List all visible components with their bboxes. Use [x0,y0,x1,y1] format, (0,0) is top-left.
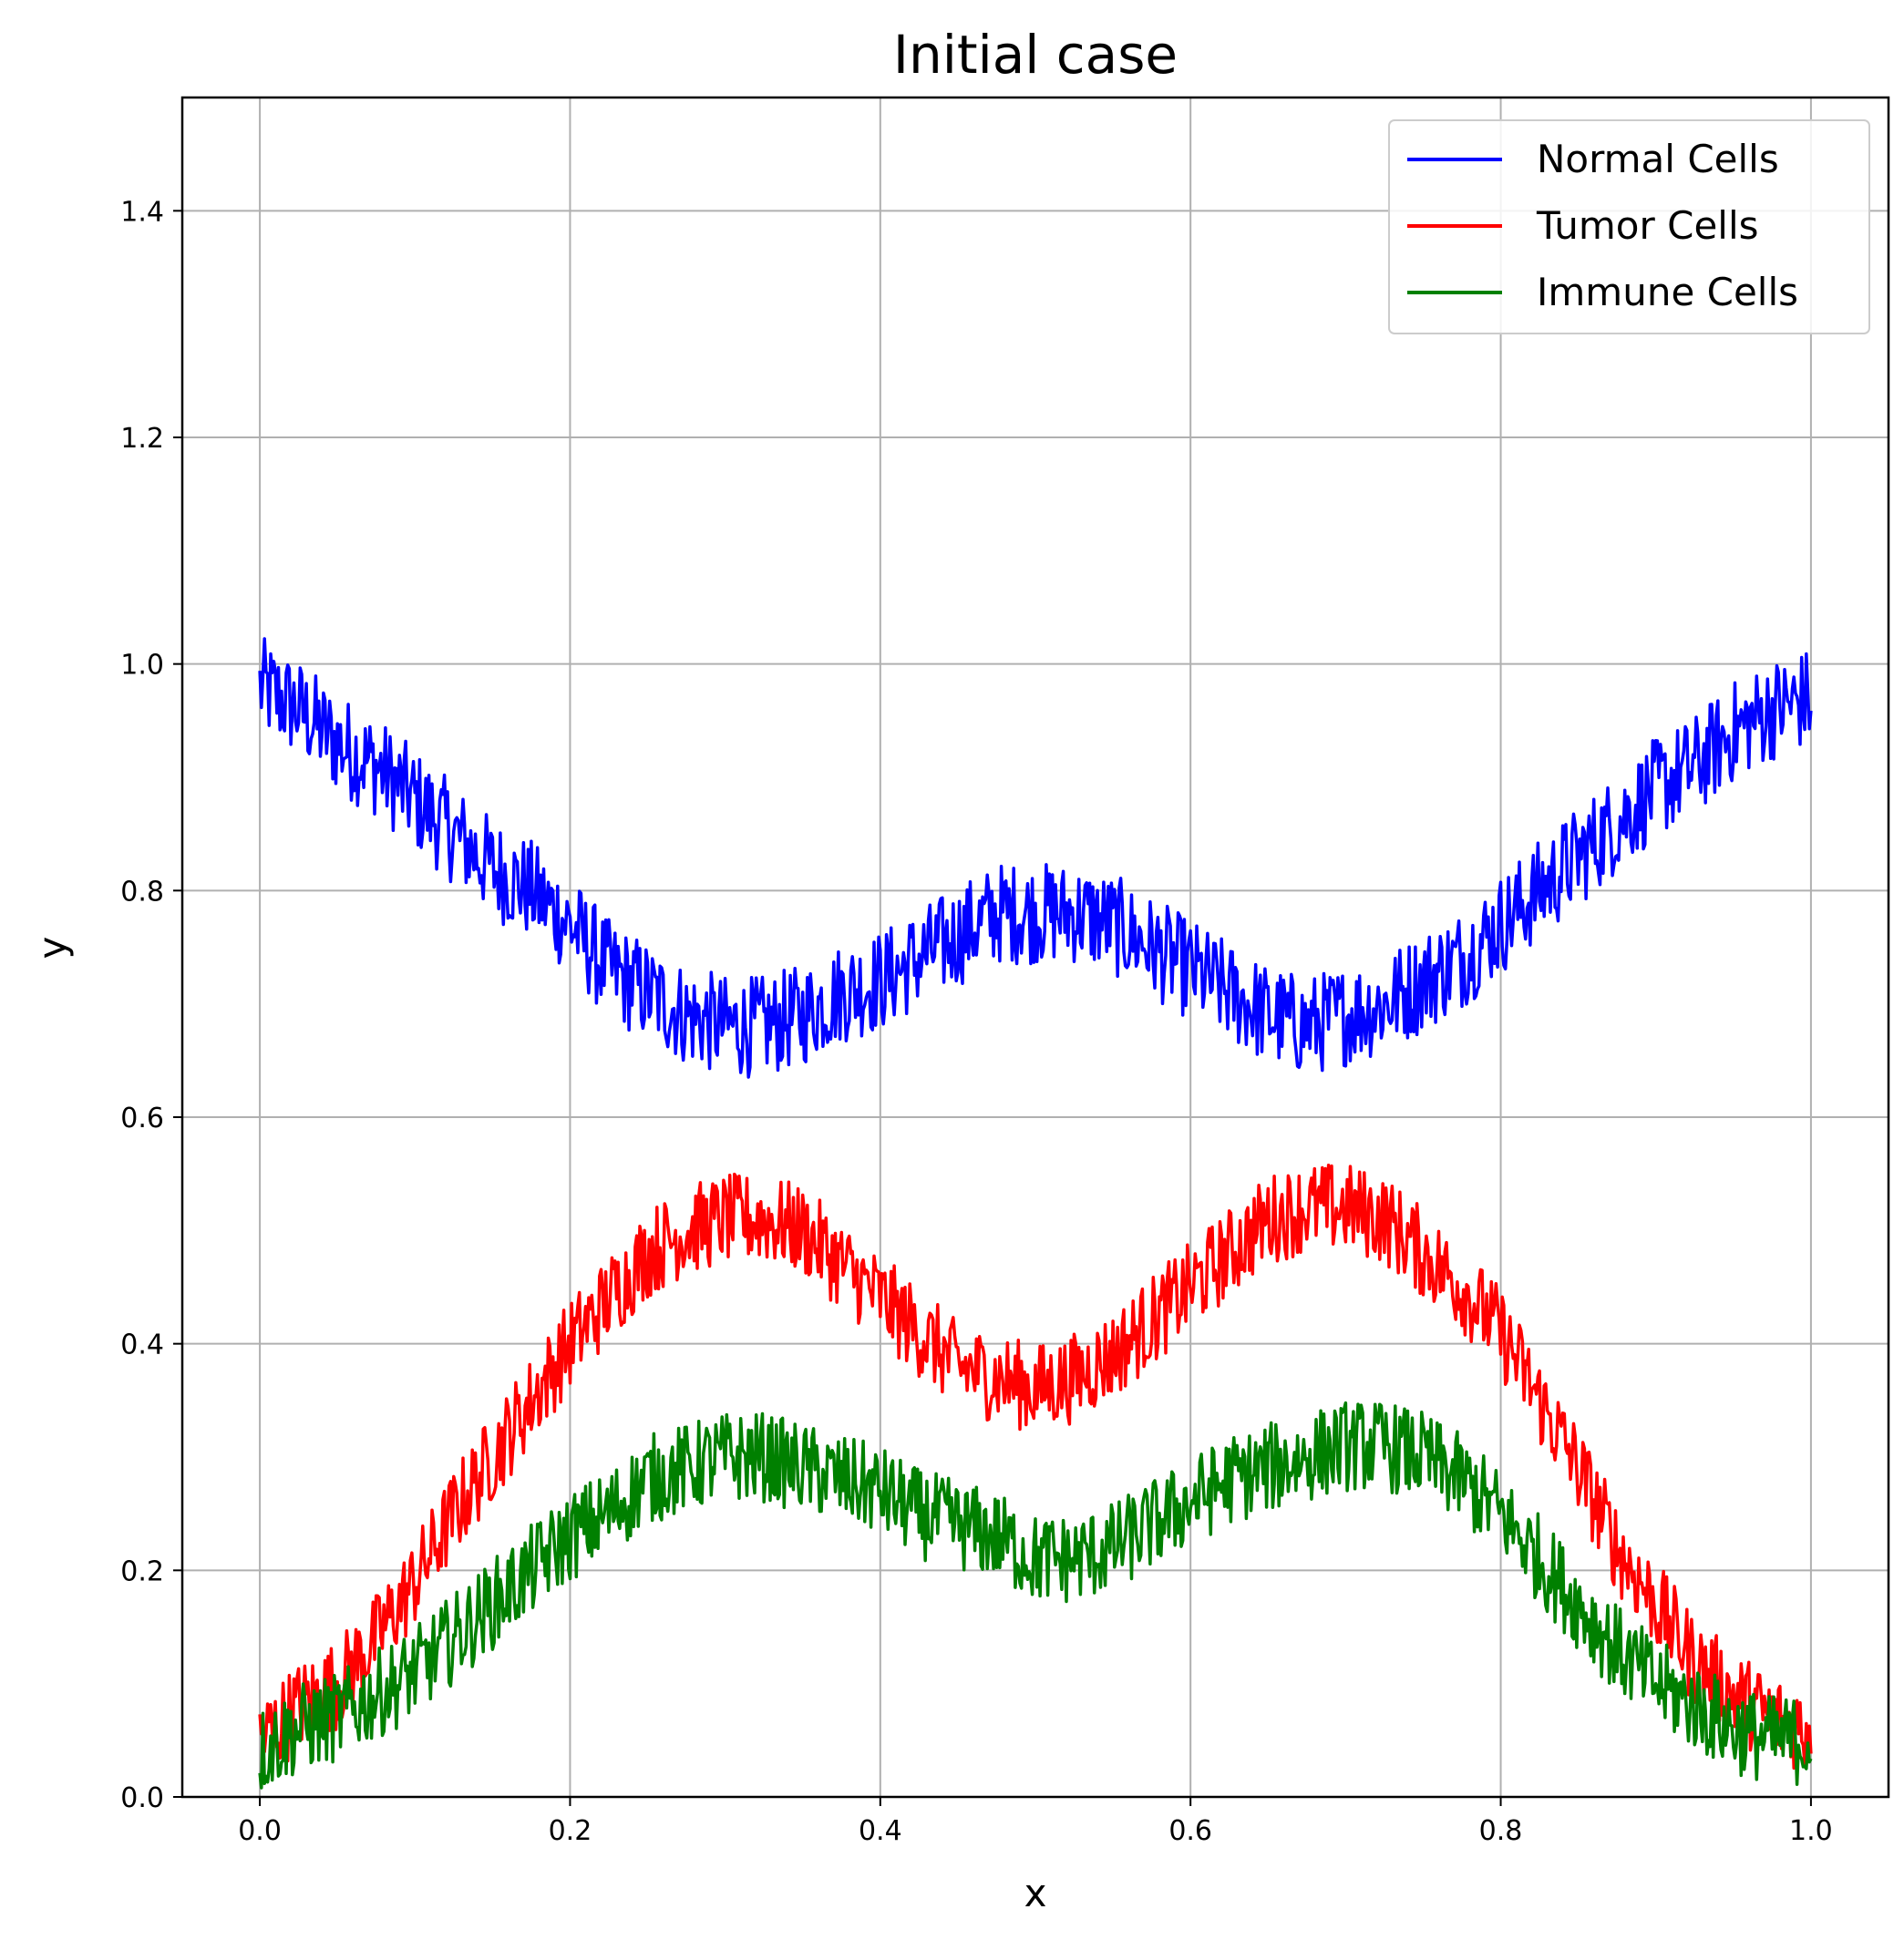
legend-label-normal: Normal Cells [1537,137,1779,181]
axes-frame [180,96,1890,1799]
y-tick-label: 1.4 [120,196,164,228]
series-line-immune [258,1401,1813,1790]
y-tick-label: 0.0 [120,1782,164,1814]
x-tick-label: 0.0 [238,1815,282,1847]
legend: Normal Cells Tumor Cells Immune Cells [1388,119,1870,334]
legend-box [1388,119,1870,334]
x-tick-label: 0.2 [549,1815,592,1847]
y-tick-label: 1.2 [120,423,164,455]
legend-label-immune: Immune Cells [1537,270,1798,314]
x-tick-label: 0.4 [859,1815,902,1847]
y-axis-label: y [30,937,75,960]
y-tick-label: 0.8 [120,876,164,908]
chart-title: Initial case [893,24,1178,86]
y-tick-label: 1.0 [120,650,164,682]
x-tick-label: 0.8 [1479,1815,1523,1847]
x-axis-label: x [1024,1871,1047,1915]
series-line-normal [258,637,1813,1079]
y-tick-label: 0.6 [120,1103,164,1134]
series-lines [258,637,1813,1790]
series-line-tumor [258,1163,1813,1771]
ticks: 0.0 0.2 0.4 0.6 0.8 1.0 0.0 0.2 0.4 0.6 0.8 1.0 1.2 1… [120,196,1832,1847]
y-tick-label: 0.2 [120,1555,164,1587]
x-tick-label: 1.0 [1789,1815,1833,1847]
x-tick-label: 0.6 [1168,1815,1212,1847]
legend-label-tumor: Tumor Cells [1536,203,1759,248]
y-tick-label: 0.4 [120,1329,164,1361]
